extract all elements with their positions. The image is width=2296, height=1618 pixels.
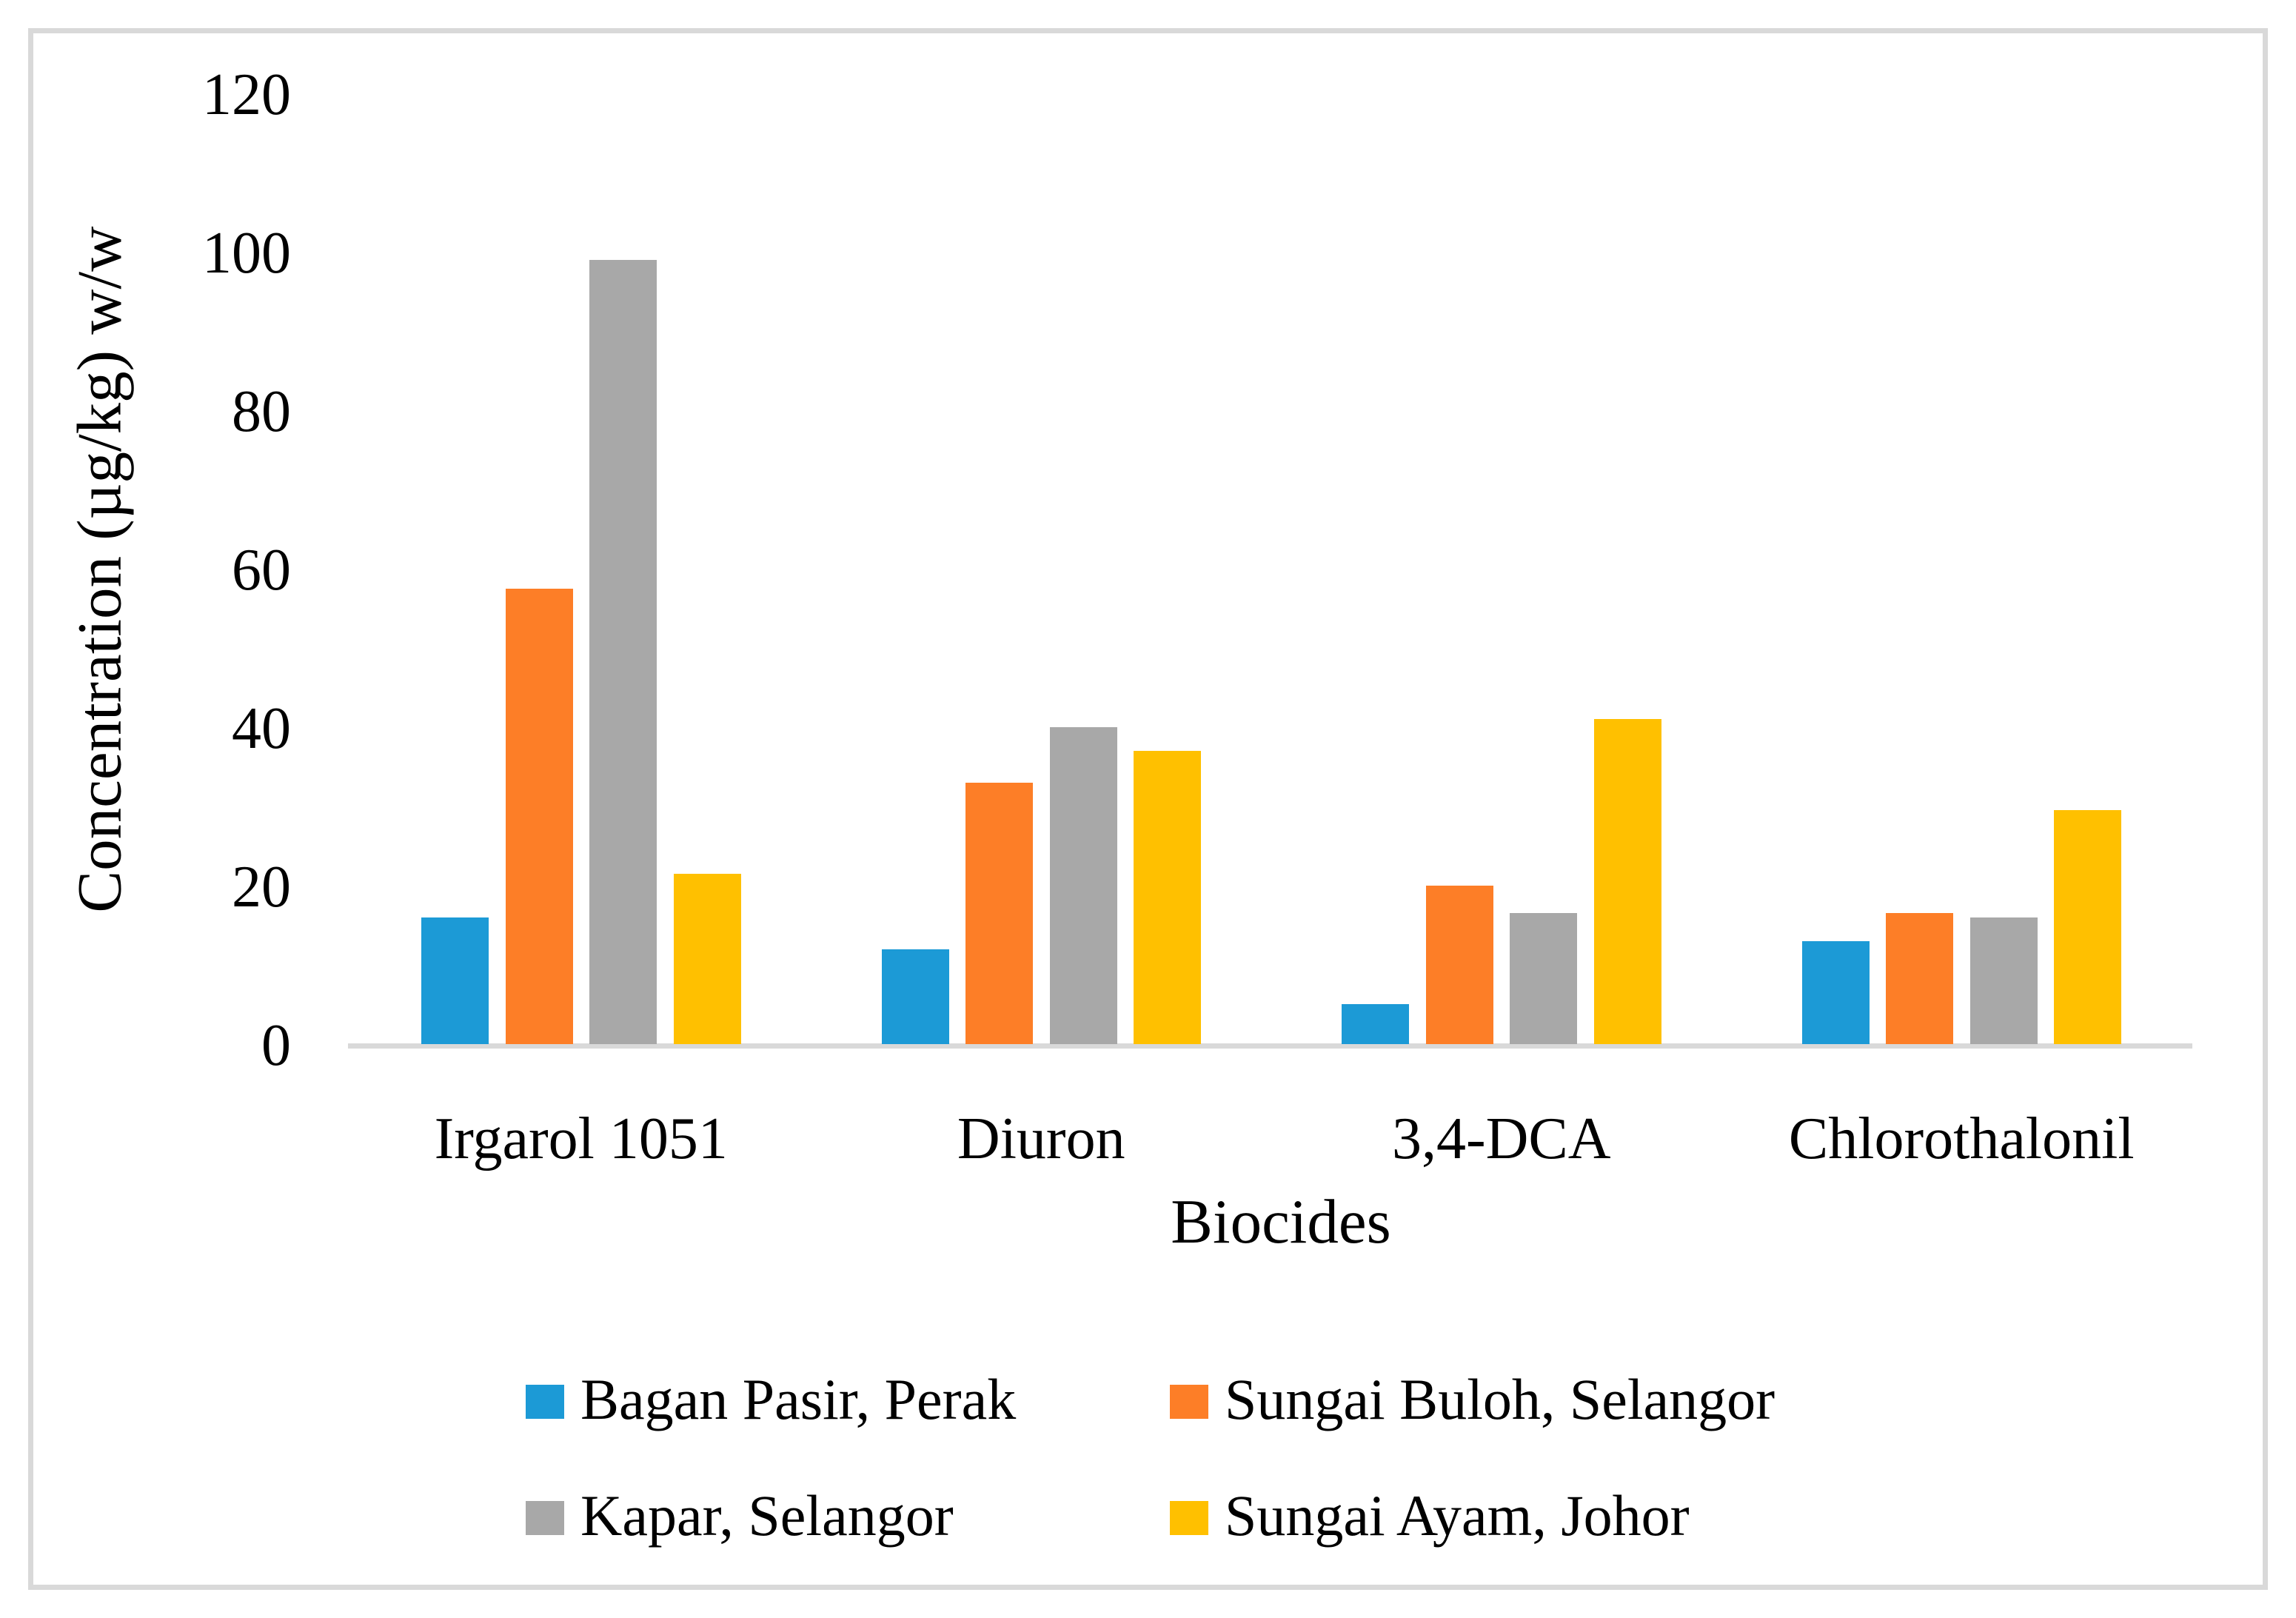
bar-Irgarol 1051-Sungai Ayam, Johor bbox=[674, 874, 741, 1044]
bar-Chlorothalonil-Sungai Ayam, Johor bbox=[2054, 810, 2121, 1044]
legend-swatch-icon bbox=[526, 1385, 564, 1419]
x-category-label-3,4-DCA: 3,4-DCA bbox=[1391, 1106, 1611, 1171]
bar-Diuron-Kapar, Selangor bbox=[1050, 727, 1117, 1044]
y-tick-label-80: 80 bbox=[232, 378, 291, 444]
legend-swatch-icon bbox=[526, 1501, 564, 1535]
bar-Diuron-Bagan Pasir, Perak bbox=[882, 949, 949, 1044]
bar-Chlorothalonil-Sungai Buloh, Selangor bbox=[1886, 913, 1953, 1044]
bar-Irgarol 1051-Kapar, Selangor bbox=[589, 260, 657, 1044]
y-tick-label-100: 100 bbox=[202, 220, 291, 286]
legend-swatch-icon bbox=[1170, 1501, 1208, 1535]
y-tick-label-0: 0 bbox=[261, 1012, 291, 1078]
y-tick-label-20: 20 bbox=[232, 854, 291, 920]
legend-label: Kapar, Selangor bbox=[580, 1482, 954, 1548]
legend-label: Sungai Ayam, Johor bbox=[1225, 1482, 1690, 1548]
bar-Chlorothalonil-Bagan Pasir, Perak bbox=[1802, 941, 1870, 1044]
legend-label: Bagan Pasir, Perak bbox=[580, 1366, 1017, 1431]
bar-3,4-DCA-Kapar, Selangor bbox=[1510, 913, 1577, 1044]
y-tick-label-40: 40 bbox=[232, 695, 291, 761]
legend-swatch-icon bbox=[1170, 1385, 1208, 1419]
x-axis-line bbox=[348, 1043, 2192, 1049]
bar-Chlorothalonil-Kapar, Selangor bbox=[1970, 917, 2038, 1044]
bar-3,4-DCA-Sungai Ayam, Johor bbox=[1594, 719, 1661, 1044]
bar-Irgarol 1051-Sungai Buloh, Selangor bbox=[506, 589, 573, 1044]
y-tick-label-60: 60 bbox=[232, 537, 291, 603]
bar-3,4-DCA-Sungai Buloh, Selangor bbox=[1426, 886, 1493, 1044]
x-category-label-Chlorothalonil: Chlorothalonil bbox=[1788, 1106, 2135, 1171]
bar-Irgarol 1051-Bagan Pasir, Perak bbox=[421, 917, 489, 1044]
bar-Diuron-Sungai Ayam, Johor bbox=[1134, 751, 1201, 1044]
bar-3,4-DCA-Bagan Pasir, Perak bbox=[1342, 1004, 1409, 1044]
legend-label: Sungai Buloh, Selangor bbox=[1225, 1366, 1775, 1431]
x-category-label-Diuron: Diuron bbox=[957, 1106, 1125, 1171]
bar-Diuron-Sungai Buloh, Selangor bbox=[965, 783, 1033, 1044]
x-category-label-Irgarol 1051: Irgarol 1051 bbox=[434, 1106, 728, 1171]
y-tick-label-120: 120 bbox=[202, 61, 291, 127]
x-axis-title: Biocides bbox=[1171, 1187, 1391, 1257]
